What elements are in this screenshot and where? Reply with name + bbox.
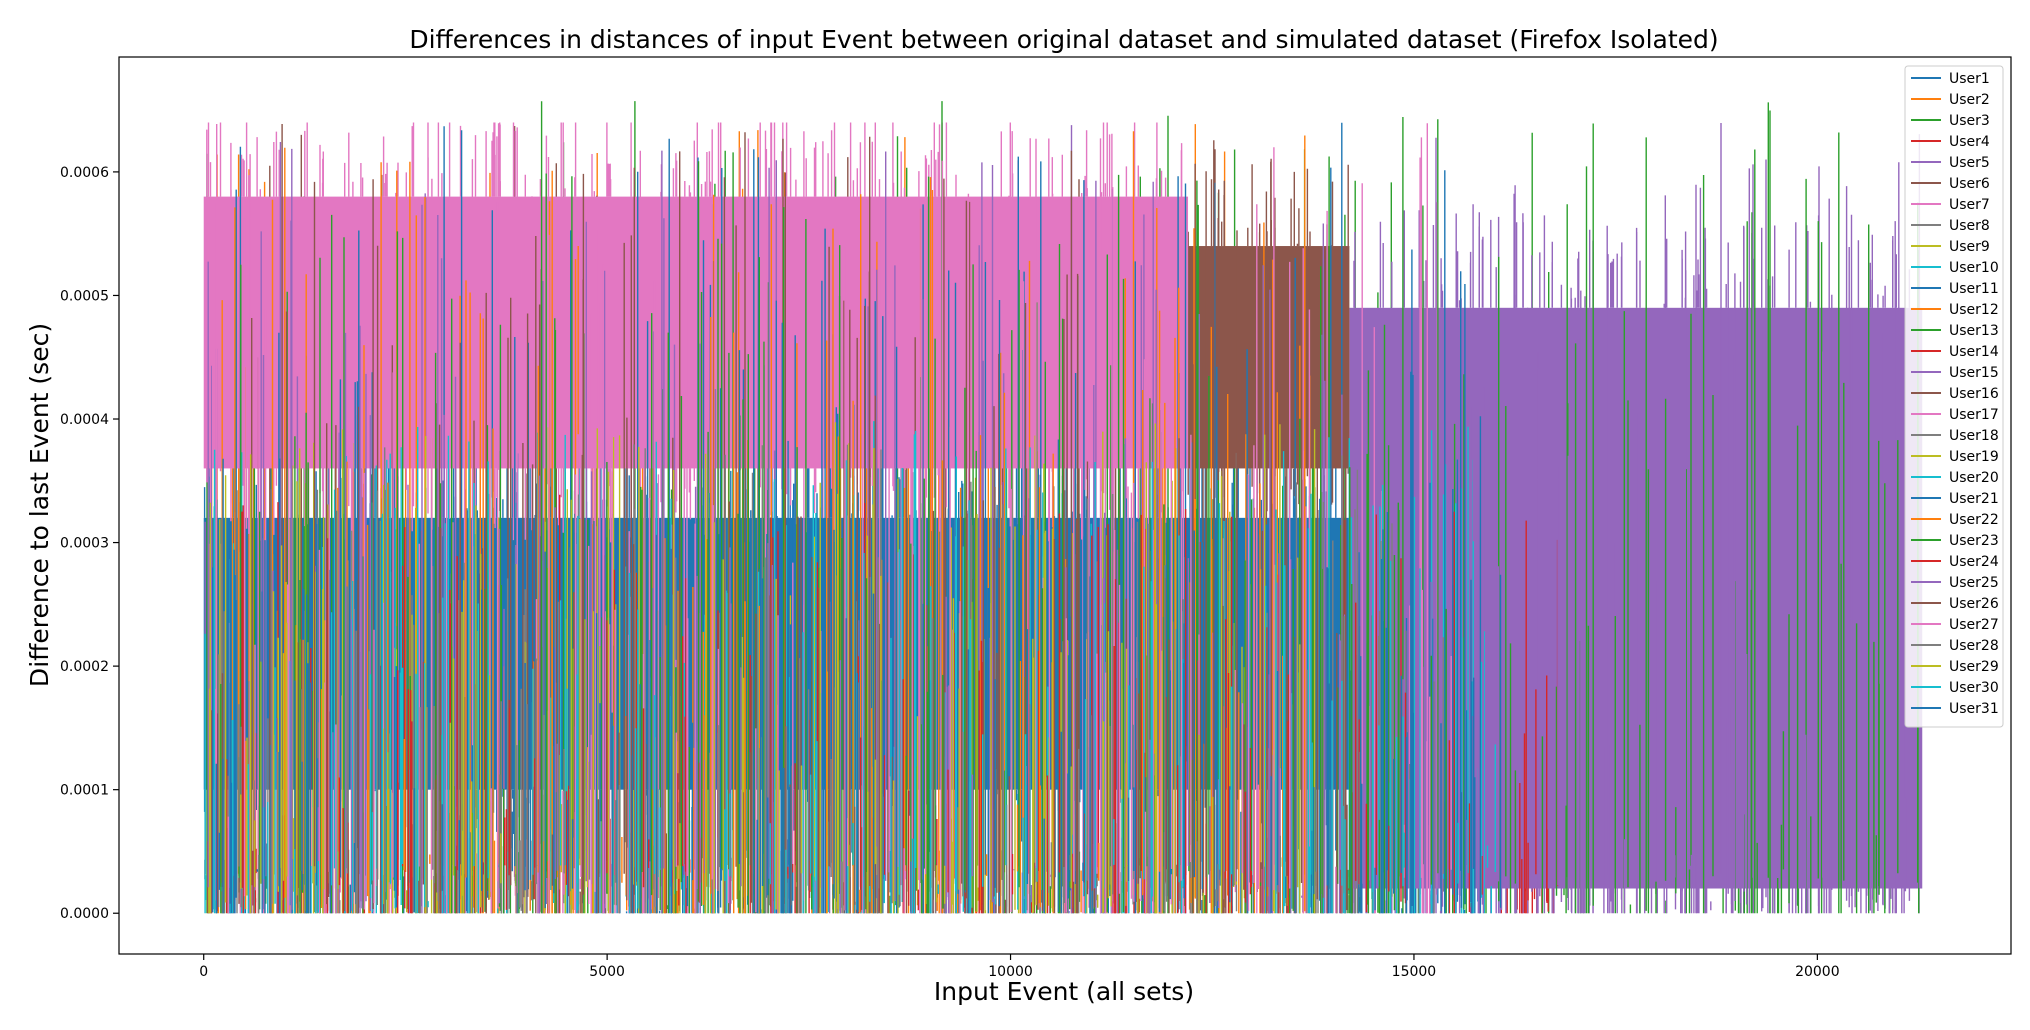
legend-label: User19	[1949, 449, 1999, 465]
legend-label: User8	[1949, 218, 1990, 234]
legend-item-user16: User16	[1911, 386, 1999, 402]
legend-item-user9: User9	[1911, 239, 1990, 255]
x-tick-label: 15000	[1392, 964, 1437, 980]
legend-label: User12	[1949, 302, 1999, 318]
legend-label: User22	[1949, 512, 1999, 528]
legend-item-user4: User4	[1911, 134, 1990, 150]
legend-label: User18	[1949, 428, 1999, 444]
series-spikes-user31	[215, 524, 1502, 914]
legend-item-user20: User20	[1911, 470, 1999, 486]
legend-label: User13	[1949, 323, 1999, 339]
legend-item-user14: User14	[1911, 344, 1999, 360]
series-spikes-user26	[221, 136, 1350, 914]
y-tick-label: 0.0002	[60, 659, 109, 675]
legend-label: User4	[1949, 134, 1990, 150]
legend-item-user11: User11	[1911, 281, 1999, 297]
legend-label: User14	[1949, 344, 1999, 360]
legend-item-user24: User24	[1911, 554, 1999, 570]
legend-item-user29: User29	[1911, 659, 1999, 675]
legend-label: User21	[1949, 491, 1999, 507]
legend-label: User29	[1949, 659, 1999, 675]
series-line-user31	[215, 524, 1502, 914]
plot-area	[203, 101, 1923, 914]
y-axis-label: Difference to last Event (sec)	[25, 323, 54, 687]
legend-label: User10	[1949, 260, 1999, 276]
legend-label: User5	[1949, 155, 1990, 171]
y-tick-label: 0.0006	[60, 165, 109, 181]
x-tick-label: 20000	[1795, 964, 1840, 980]
legend-label: User9	[1949, 239, 1990, 255]
x-tick-label: 10000	[988, 964, 1033, 980]
legend-item-user19: User19	[1911, 449, 1999, 465]
legend-label: User16	[1949, 386, 1999, 402]
legend-label: User11	[1949, 281, 1999, 297]
legend-item-user12: User12	[1911, 302, 1999, 318]
legend-item-user15: User15	[1911, 365, 1999, 381]
legend-label: User27	[1949, 617, 1999, 633]
legend-label: User1	[1949, 71, 1990, 87]
legend-label: User28	[1949, 638, 1999, 654]
x-tick-label: 5000	[589, 964, 625, 980]
legend-item-user31: User31	[1911, 701, 1999, 717]
axes-frame	[118, 56, 2012, 955]
legend-label: User17	[1949, 407, 1999, 423]
legend-item-user26: User26	[1911, 596, 1999, 612]
legend-item-user30: User30	[1911, 680, 1999, 696]
legend-item-user10: User10	[1911, 260, 1999, 276]
y-tick-label: 0.0004	[60, 412, 109, 428]
legend-label: User24	[1949, 554, 1999, 570]
legend-label: User31	[1949, 701, 1999, 717]
x-tick-label: 0	[199, 964, 208, 980]
y-tick-label: 0.0005	[60, 288, 109, 304]
legend-item-user22: User22	[1911, 512, 1999, 528]
legend-label: User25	[1949, 575, 1999, 591]
legend-item-user5: User5	[1911, 155, 1990, 171]
legend-item-user23: User23	[1911, 533, 1999, 549]
x-axis-label: Input Event (all sets)	[934, 977, 1194, 1006]
series-spikes-user27	[215, 123, 1452, 914]
chart-title: Differences in distances of input Event …	[409, 25, 1718, 54]
legend-label: User3	[1949, 113, 1990, 129]
x-axis: 0 5000 10000 15000 20000	[199, 954, 1840, 980]
legend-item-user18: User18	[1911, 428, 1999, 444]
legend-label: User2	[1949, 92, 1990, 108]
legend-item-user1: User1	[1911, 71, 1990, 87]
legend-item-user17: User17	[1911, 407, 1999, 423]
legend-item-user21: User21	[1911, 491, 1999, 507]
legend-item-user3: User3	[1911, 113, 1990, 129]
y-tick-label: 0.0003	[60, 536, 109, 552]
legend-label: User7	[1949, 197, 1990, 213]
legend-label: User26	[1949, 596, 1999, 612]
legend: User1 User2 User3 User4 User5 User6 User7 User8…	[1904, 65, 2004, 728]
legend-item-user13: User13	[1911, 323, 1999, 339]
legend-label: User6	[1949, 176, 1990, 192]
legend-item-user25: User25	[1911, 575, 1999, 591]
y-axis: 0.0000 0.0001 0.0002 0.0003 0.0004 0.0005 0.00…	[60, 165, 119, 922]
y-tick-label: 0.0001	[60, 783, 109, 799]
legend-label: User15	[1949, 365, 1999, 381]
legend-label: User20	[1949, 470, 1999, 486]
legend-label: User23	[1949, 533, 1999, 549]
legend-item-user8: User8	[1911, 218, 1990, 234]
legend-item-user27: User27	[1911, 617, 1999, 633]
legend-label: User30	[1949, 680, 1999, 696]
legend-item-user7: User7	[1911, 197, 1990, 213]
legend-item-user28: User28	[1911, 638, 1999, 654]
legend-item-user6: User6	[1911, 176, 1990, 192]
series-line-user26	[221, 136, 1350, 914]
legend-item-user2: User2	[1911, 92, 1990, 108]
series-line-user27	[215, 123, 1452, 914]
y-tick-label: 0.0000	[60, 906, 109, 922]
